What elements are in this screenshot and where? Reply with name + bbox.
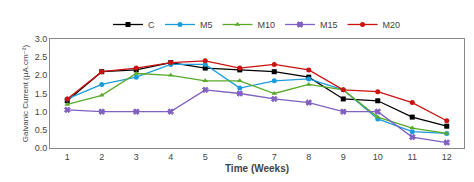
- svg-text:10: 10: [373, 152, 383, 162]
- svg-text:2.5: 2.5: [35, 52, 48, 62]
- svg-text:M15: M15: [320, 20, 338, 30]
- svg-text:M5: M5: [200, 20, 213, 30]
- svg-text:1.5: 1.5: [35, 89, 48, 99]
- svg-text:4: 4: [168, 152, 173, 162]
- svg-text:Galvanic Current (μA.cm⁻²): Galvanic Current (μA.cm⁻²): [21, 45, 30, 143]
- svg-text:5: 5: [203, 152, 208, 162]
- svg-text:3: 3: [134, 152, 139, 162]
- svg-text:6: 6: [237, 152, 242, 162]
- svg-text:2: 2: [99, 152, 104, 162]
- svg-text:2.0: 2.0: [35, 70, 48, 80]
- svg-text:M10: M10: [258, 20, 276, 30]
- svg-text:M20: M20: [383, 20, 401, 30]
- svg-text:1: 1: [65, 152, 70, 162]
- svg-text:Time (Weeks): Time (Weeks): [225, 163, 289, 174]
- svg-text:1.0: 1.0: [35, 107, 48, 117]
- svg-text:8: 8: [306, 152, 311, 162]
- svg-text:0.0: 0.0: [35, 143, 48, 153]
- svg-text:12: 12: [442, 152, 452, 162]
- svg-text:0.5: 0.5: [35, 125, 48, 135]
- svg-text:11: 11: [408, 152, 417, 162]
- svg-text:3.0: 3.0: [35, 34, 48, 44]
- svg-text:7: 7: [272, 152, 277, 162]
- svg-text:C: C: [148, 20, 155, 30]
- svg-text:9: 9: [341, 152, 346, 162]
